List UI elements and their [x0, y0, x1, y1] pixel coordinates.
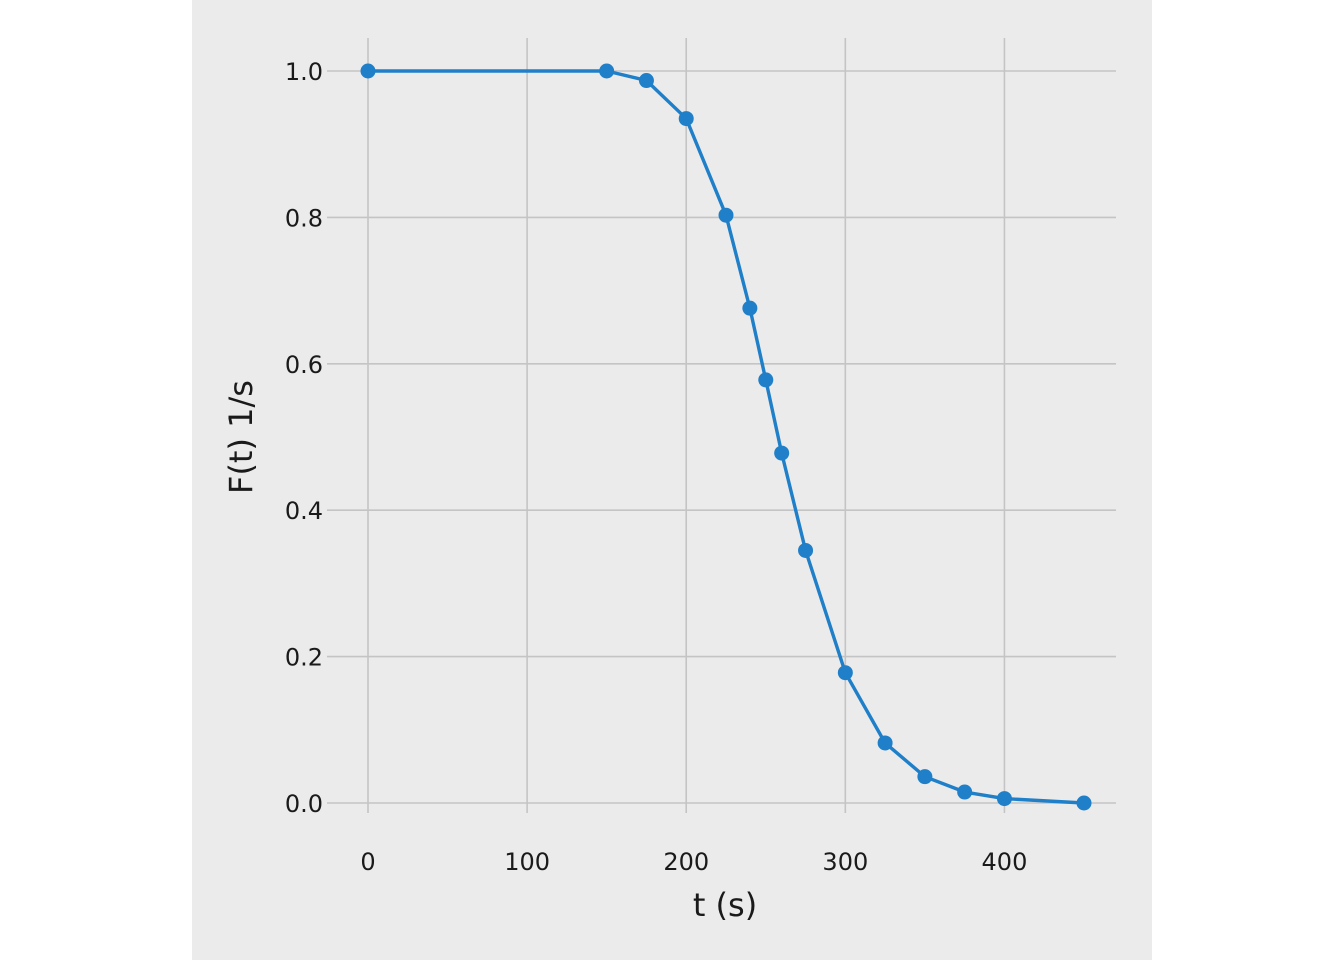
y-tick-label: 0.4 [285, 497, 323, 525]
x-axis-label: t (s) [693, 886, 757, 924]
y-tick-label: 0.0 [285, 790, 323, 818]
data-point [599, 63, 615, 79]
x-tick-label: 0 [360, 848, 375, 876]
data-point [638, 73, 654, 89]
x-tick-label: 400 [982, 848, 1028, 876]
data-point [798, 542, 814, 558]
data-point [837, 665, 853, 681]
data-point [917, 769, 933, 785]
y-tick-label: 1.0 [285, 58, 323, 86]
tick-labels: 0 100 200 300 400 0.0 0.2 0.4 0.6 0.8 1.0 [285, 58, 1028, 876]
grid [327, 38, 1116, 813]
data-point [774, 445, 790, 461]
data-point [877, 735, 893, 751]
figure-background [192, 0, 1152, 960]
x-tick-label: 100 [504, 848, 550, 876]
x-tick-label: 200 [663, 848, 709, 876]
y-tick-label: 0.6 [285, 351, 323, 379]
data-point [996, 791, 1012, 807]
data-point [718, 207, 734, 223]
y-tick-label: 0.8 [285, 204, 323, 232]
y-axis-label: F(t) 1/s [222, 380, 260, 494]
data-point [758, 372, 774, 388]
data-series [360, 63, 1092, 811]
data-point [742, 300, 758, 316]
data-point [360, 63, 376, 79]
x-tick-label: 300 [822, 848, 868, 876]
data-point [1076, 795, 1092, 811]
data-point [957, 784, 973, 800]
data-point [678, 111, 694, 127]
y-tick-label: 0.2 [285, 644, 323, 672]
series-line [366, 69, 1086, 805]
